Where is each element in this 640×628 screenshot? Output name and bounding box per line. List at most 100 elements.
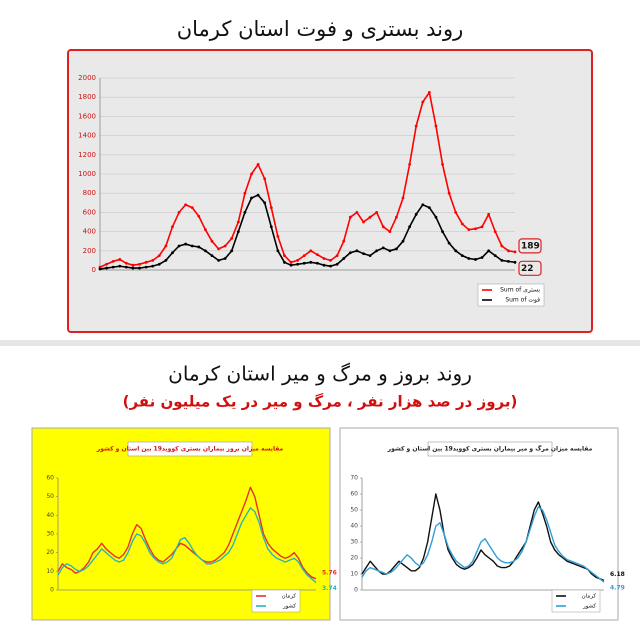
series-point	[408, 225, 412, 229]
series-point	[138, 262, 141, 266]
series-point	[111, 265, 115, 269]
series-point	[454, 211, 458, 214]
series-point	[493, 230, 497, 234]
series-point	[289, 260, 293, 264]
legend-label: کرمان	[282, 593, 297, 600]
series-point	[118, 258, 122, 261]
series-point	[144, 265, 148, 269]
series-point	[480, 256, 484, 259]
series-point	[348, 215, 352, 219]
series-point	[460, 254, 464, 257]
series-line	[361, 493, 605, 582]
y-tick-label: 20	[350, 555, 358, 562]
y-tick-label: 30	[46, 531, 54, 538]
y-tick-label: 400	[83, 228, 96, 236]
series-point	[447, 241, 451, 245]
legend-label: کشور	[282, 603, 296, 610]
chart-title: روند بستری و فوت استان کرمان	[177, 17, 464, 41]
series-point	[197, 214, 201, 218]
series-point	[335, 254, 339, 257]
series-point	[401, 196, 405, 200]
series-point	[500, 259, 504, 262]
end-label: 6.18	[610, 571, 625, 578]
series-point	[309, 249, 313, 253]
series-point	[256, 193, 260, 197]
y-tick-label: 10	[350, 571, 358, 578]
series-point	[487, 212, 491, 216]
series-point	[441, 230, 444, 234]
series-point	[124, 265, 128, 269]
end-label: 4.79	[610, 585, 625, 592]
series-point	[217, 259, 220, 262]
series-point	[131, 266, 135, 270]
series-point	[342, 257, 346, 260]
series-point	[375, 249, 379, 253]
end-label: 22	[521, 264, 534, 274]
series-point	[500, 244, 504, 248]
series-point	[197, 245, 201, 249]
series-point	[236, 230, 240, 234]
series-point	[414, 124, 418, 128]
series-point	[269, 206, 273, 210]
series-line	[361, 506, 605, 583]
series-point	[144, 260, 148, 264]
series-point	[329, 264, 332, 268]
series-point	[335, 262, 339, 266]
series-point	[269, 225, 273, 229]
series-point	[513, 250, 517, 254]
series-point	[243, 211, 247, 214]
series-point	[427, 91, 431, 94]
series-point	[263, 201, 267, 205]
series-point	[118, 264, 122, 268]
series-point	[171, 225, 174, 229]
end-label: 189	[521, 241, 540, 251]
chart-title-box	[127, 441, 253, 457]
series-point	[138, 266, 141, 270]
series-point	[263, 177, 267, 181]
series-point	[105, 262, 108, 266]
series-point	[467, 257, 471, 260]
series-point	[493, 254, 497, 257]
y-tick-label: 600	[83, 208, 96, 216]
chart-frame	[339, 427, 619, 621]
separator	[0, 340, 640, 346]
y-tick-label: 800	[83, 189, 96, 197]
y-tick-label: 0	[92, 266, 96, 274]
series-point	[441, 163, 444, 166]
y-tick-label: 10	[46, 568, 54, 575]
series-point	[395, 215, 398, 219]
series-point	[256, 163, 260, 166]
series-point	[388, 230, 392, 234]
series-point	[401, 239, 405, 243]
series-point	[111, 259, 115, 263]
series-point	[355, 249, 359, 253]
series-point	[342, 239, 346, 243]
series-point	[507, 259, 510, 263]
chart-title-box	[427, 441, 553, 457]
series-point	[480, 225, 484, 229]
series-point	[434, 124, 438, 128]
series-point	[421, 100, 425, 104]
legend-label: Sum of فوت	[505, 297, 540, 304]
y-tick-label: 2000	[78, 74, 96, 82]
series-point	[309, 260, 313, 264]
series-point	[157, 254, 161, 257]
y-tick-label: 1400	[78, 132, 96, 140]
series-point	[296, 259, 300, 262]
legend-box	[477, 283, 545, 307]
series-point	[250, 196, 253, 200]
series-point	[355, 211, 359, 214]
series-point	[513, 260, 517, 264]
series-point	[164, 244, 168, 248]
y-tick-label: 0	[50, 587, 54, 594]
series-point	[362, 252, 365, 256]
y-tick-label: 1600	[78, 112, 96, 120]
series-point	[151, 259, 155, 262]
annotation-box	[518, 260, 542, 276]
y-tick-label: 30	[350, 539, 358, 546]
series-point	[223, 257, 227, 260]
series-point	[507, 249, 510, 253]
series-point	[454, 249, 458, 253]
